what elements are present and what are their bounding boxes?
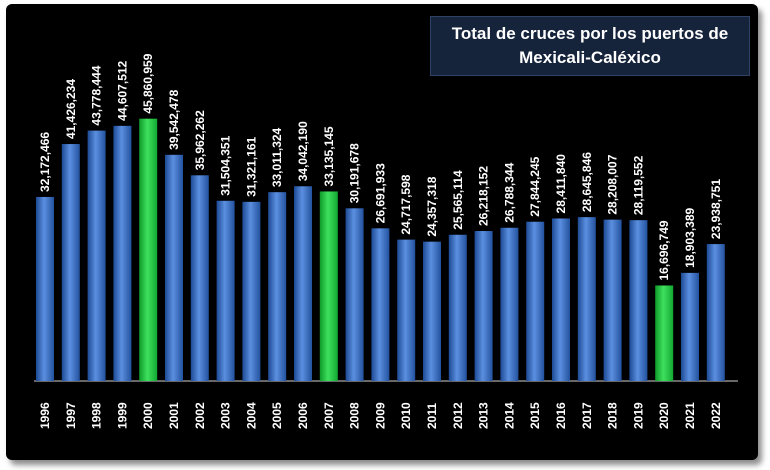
x-tick-label-2015: 2015 <box>528 402 542 429</box>
value-label-2013: 26,218,152 <box>477 166 491 226</box>
x-tick-label-1999: 1999 <box>115 402 129 429</box>
value-label-2004: 31,321,161 <box>244 136 258 196</box>
x-tick-label-2003: 2003 <box>219 402 233 429</box>
value-label-2007: 33,135,145 <box>322 126 336 186</box>
value-label-2011: 24,357,318 <box>425 176 439 236</box>
value-label-2020: 16,696,749 <box>657 220 671 280</box>
x-tick-label-2007: 2007 <box>322 402 336 429</box>
bar-1996 <box>36 196 54 381</box>
x-tick-label-2002: 2002 <box>193 402 207 429</box>
x-tick-label-2004: 2004 <box>244 402 258 429</box>
bar-2014 <box>500 227 519 381</box>
value-label-2002: 35,962,262 <box>193 110 207 170</box>
bar-2019 <box>629 220 648 381</box>
value-label-2009: 26,691,933 <box>373 163 387 223</box>
bar-2003 <box>216 200 235 381</box>
bar-2013 <box>474 231 493 381</box>
bar-2012 <box>448 234 467 381</box>
bar-2017 <box>577 217 596 381</box>
bar-2010 <box>397 239 416 381</box>
value-label-2019: 28,119,552 <box>631 155 645 215</box>
x-tick-label-2005: 2005 <box>270 402 284 429</box>
x-tick-label-2021: 2021 <box>683 402 697 429</box>
x-tick-labels-group: 1996 1997 1998 1999 2000 2001 2002 2003 2004 2005… <box>38 402 723 429</box>
x-tick-label-2012: 2012 <box>451 402 465 429</box>
x-tick-label-2013: 2013 <box>477 402 491 429</box>
value-label-2015: 27,844,245 <box>528 156 542 216</box>
bar-2002 <box>190 175 209 381</box>
value-label-2006: 34,042,190 <box>296 121 310 181</box>
value-label-2010: 24,717,598 <box>399 174 413 234</box>
bar-2015 <box>526 221 545 381</box>
value-label-2018: 28,208,007 <box>606 154 620 214</box>
x-tick-label-2022: 2022 <box>709 402 723 429</box>
value-label-2017: 28,645,846 <box>580 152 594 212</box>
bar-2006 <box>294 186 312 381</box>
value-label-2012: 25,565,114 <box>451 170 465 230</box>
bar-2018 <box>603 219 622 381</box>
x-tick-label-2014: 2014 <box>502 402 516 429</box>
x-tick-label-2018: 2018 <box>606 402 620 429</box>
bar-2011 <box>423 241 441 381</box>
bar-2000 <box>139 118 158 381</box>
x-tick-label-2017: 2017 <box>580 402 594 429</box>
value-label-2000: 45,860,959 <box>141 53 155 113</box>
x-tick-label-2006: 2006 <box>296 402 310 429</box>
value-label-2001: 39,542,478 <box>167 89 181 149</box>
x-tick-label-2001: 2001 <box>167 402 181 429</box>
value-label-2016: 28,411,840 <box>554 154 568 214</box>
value-label-2008: 30,191,678 <box>348 143 362 203</box>
x-tick-label-2008: 2008 <box>348 402 362 429</box>
x-tick-label-2000: 2000 <box>141 402 155 429</box>
bar-2001 <box>165 154 183 381</box>
bar-2022 <box>706 244 725 381</box>
chart-title-line2: Mexicali-Caléxico <box>519 48 661 67</box>
bar-2004 <box>242 201 261 381</box>
bar-2021 <box>681 272 699 381</box>
bar-2005 <box>268 192 287 381</box>
value-label-2022: 23,938,751 <box>709 179 723 239</box>
bar-2007 <box>319 191 338 381</box>
chart-title-box: Total de cruces por los puertos de Mexic… <box>430 16 750 76</box>
bar-2016 <box>552 218 570 381</box>
bar-1999 <box>113 125 132 381</box>
value-label-1996: 32,172,466 <box>38 132 52 192</box>
x-tick-label-1998: 1998 <box>90 402 104 429</box>
bar-2008 <box>345 208 364 381</box>
bar-2009 <box>371 228 390 381</box>
value-labels-group: 32,172,466 41,426,234 43,778,444 44,607,512… <box>38 53 723 280</box>
value-label-2021: 18,903,389 <box>683 207 697 267</box>
chart-title-line1: Total de cruces por los puertos de <box>451 24 729 43</box>
bar-2020 <box>655 285 674 381</box>
value-label-2003: 31,504,351 <box>219 135 233 195</box>
value-label-1998: 43,778,444 <box>90 65 104 125</box>
value-label-1999: 44,607,512 <box>115 60 129 120</box>
x-tick-label-2009: 2009 <box>373 402 387 429</box>
x-tick-label-2011: 2011 <box>425 403 439 429</box>
value-label-2005: 33,011,324 <box>270 127 284 187</box>
x-tick-label-1996: 1996 <box>38 402 52 429</box>
x-tick-label-2010: 2010 <box>399 402 413 429</box>
value-label-2014: 26,788,344 <box>502 162 516 222</box>
bar-1998 <box>87 130 106 381</box>
x-tick-label-2019: 2019 <box>631 402 645 429</box>
x-tick-label-2016: 2016 <box>554 402 568 429</box>
value-label-1997: 41,426,234 <box>64 79 78 139</box>
x-tick-label-1997: 1997 <box>64 402 78 429</box>
bar-1997 <box>61 144 80 381</box>
bars-group <box>36 118 725 381</box>
x-tick-label-2020: 2020 <box>657 402 671 429</box>
